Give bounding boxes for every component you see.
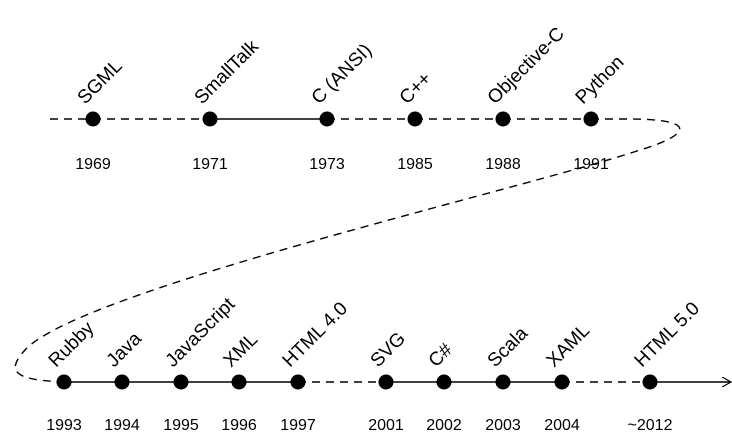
language-label-rubby: Rubby (45, 317, 99, 371)
year-label-c: 1985 (397, 156, 433, 173)
timeline-node-objective-c (495, 111, 511, 127)
timeline-node-rubby (56, 374, 72, 390)
year-label-c: 2002 (426, 417, 462, 432)
timeline-node-html-4-0 (290, 374, 306, 390)
timeline-node-sgml (85, 111, 101, 127)
timeline-node-svg (378, 374, 394, 390)
year-label-smalltalk: 1971 (192, 156, 228, 173)
language-label-java: Java (103, 328, 147, 372)
language-label-xml: XML (220, 329, 262, 371)
language-label-smalltalk: SmallTalk (191, 36, 264, 109)
year-label-scala: 2003 (485, 417, 521, 432)
year-label-c-ansi: 1973 (309, 156, 345, 173)
language-label-objective-c: Objective-C (484, 24, 569, 109)
timeline-node-c-ansi (319, 111, 335, 127)
timeline-node-scala (495, 374, 511, 390)
year-label-rubby: 1993 (46, 417, 82, 432)
language-label-html-5-0: HTML 5.0 (631, 298, 704, 371)
year-label-xml: 1996 (221, 417, 257, 432)
timeline-node-smalltalk (202, 111, 218, 127)
language-label-svg: SVG (367, 328, 410, 371)
timeline-node-python (583, 111, 599, 127)
language-label-scala: Scala (484, 323, 533, 372)
year-label-sgml: 1969 (75, 156, 111, 173)
timeline-segments (64, 118, 730, 382)
language-label-c: C# (425, 339, 457, 371)
timeline-node-html-5-0 (642, 374, 658, 390)
timeline-node-xaml (554, 374, 570, 390)
year-label-javascript: 1995 (163, 417, 199, 432)
language-label-c: C++ (396, 68, 436, 108)
year-label-html-5-0: ~2012 (628, 417, 673, 432)
language-label-sgml: SGML (74, 56, 127, 109)
language-label-python: Python (572, 52, 629, 109)
year-label-objective-c: 1988 (485, 156, 521, 173)
timeline-node-java (114, 374, 130, 390)
timeline-node-c (436, 374, 452, 390)
timeline-node-xml (231, 374, 247, 390)
timeline-nodes: SGML 1969 SmallTalk 1971 C (ANSI) 1973 C++ 1985… (45, 24, 704, 432)
year-label-python: 1991 (573, 156, 609, 173)
year-label-java: 1994 (104, 417, 140, 432)
year-label-xaml: 2004 (544, 417, 580, 432)
timeline-node-javascript (173, 374, 189, 390)
row-connector-curve (14, 118, 681, 383)
language-label-html-4-0: HTML 4.0 (279, 298, 352, 371)
timeline-node-c (407, 111, 423, 127)
year-label-html-4-0: 1997 (280, 417, 316, 432)
language-label-c-ansi: C (ANSI) (308, 40, 377, 109)
year-label-svg: 2001 (368, 417, 404, 432)
language-label-xaml: XAML (543, 320, 594, 371)
